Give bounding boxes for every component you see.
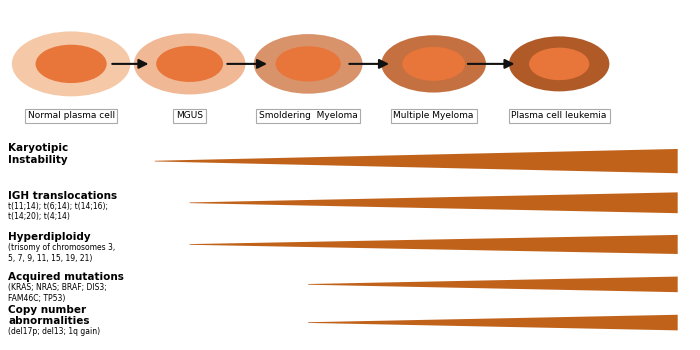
Text: IGH translocations: IGH translocations [8, 191, 118, 201]
Polygon shape [155, 149, 678, 173]
Ellipse shape [36, 45, 106, 83]
Text: Multiple Myeloma: Multiple Myeloma [393, 111, 474, 120]
Polygon shape [190, 235, 678, 254]
Text: (trisomy of chromosomes 3,
5, 7, 9, 11, 15, 19, 21): (trisomy of chromosomes 3, 5, 7, 9, 11, … [8, 244, 116, 263]
Ellipse shape [276, 46, 341, 82]
Text: Plasma cell leukemia: Plasma cell leukemia [512, 111, 607, 120]
Text: Karyotipic
Instability: Karyotipic Instability [8, 144, 69, 165]
Text: Hyperdiploidy: Hyperdiploidy [8, 232, 91, 243]
Ellipse shape [529, 48, 589, 80]
Ellipse shape [12, 32, 130, 96]
Ellipse shape [254, 34, 363, 94]
Text: (del17p; del13; 1q gain): (del17p; del13; 1q gain) [8, 327, 101, 336]
Ellipse shape [382, 35, 486, 92]
Polygon shape [190, 193, 678, 213]
Text: Smoldering  Myeloma: Smoldering Myeloma [259, 111, 358, 120]
Text: (KRAS; NRAS; BRAF; DIS3;
FAM46C; TP53): (KRAS; NRAS; BRAF; DIS3; FAM46C; TP53) [8, 284, 107, 303]
Text: Acquired mutations: Acquired mutations [8, 272, 124, 282]
Text: t(11;14); t(6;14); t(14;16);
t(14;20); t(4;14): t(11;14); t(6;14); t(14;16); t(14;20); t… [8, 202, 108, 221]
Ellipse shape [509, 36, 610, 91]
Text: MGUS: MGUS [176, 111, 203, 120]
Ellipse shape [402, 47, 465, 81]
Ellipse shape [134, 33, 246, 94]
Polygon shape [308, 315, 678, 330]
Text: Copy number
abnormalities: Copy number abnormalities [8, 305, 90, 327]
Ellipse shape [156, 46, 223, 82]
Text: Normal plasma cell: Normal plasma cell [27, 111, 115, 120]
Polygon shape [308, 276, 678, 292]
